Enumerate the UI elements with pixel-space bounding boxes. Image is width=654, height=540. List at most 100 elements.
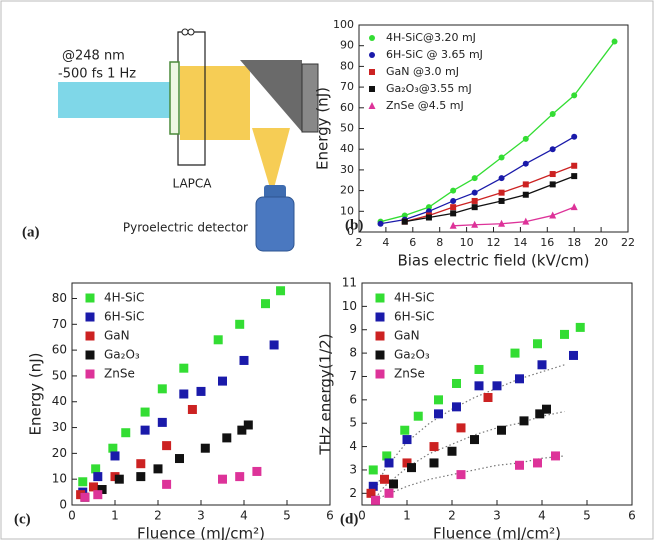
point (498, 197, 505, 204)
x-tick-label: 1 (111, 509, 119, 523)
y-tick-label: 5 (349, 416, 357, 430)
point (93, 472, 103, 482)
point (450, 204, 457, 211)
x-tick-label: 6 (409, 236, 416, 249)
y-tick-label: 80 (340, 59, 354, 72)
point (239, 355, 249, 365)
y-tick-label: 6 (349, 392, 357, 406)
y-axis-label: Energy (nJ) (27, 353, 45, 436)
x-tick-label: 5 (283, 509, 291, 523)
y-tick-label: 20 (340, 184, 354, 197)
y-tick-label: 60 (340, 101, 354, 114)
point (121, 428, 131, 438)
legend-label: Ga₂O₃ (394, 348, 430, 362)
panel-label: (d) (340, 511, 358, 527)
x-tick-label: 14 (513, 236, 527, 249)
point (492, 381, 502, 391)
x-tick-label: 12 (487, 236, 501, 249)
x-tick-label: 2 (356, 236, 363, 249)
x-tick-label: 10 (460, 236, 474, 249)
point (571, 162, 578, 169)
point (515, 374, 524, 384)
legend-symbol (85, 331, 95, 341)
point (571, 173, 578, 180)
point (549, 211, 557, 219)
point (389, 479, 398, 489)
x-tick-label: 4 (538, 509, 546, 523)
contact (187, 28, 195, 36)
y-tick-label: 0 (347, 225, 354, 238)
point (162, 479, 172, 489)
point (187, 404, 197, 414)
y-axis-label: Energy (nJ) (314, 87, 332, 170)
point (371, 495, 380, 505)
point (549, 146, 556, 153)
legend-label: 4H-SiC (394, 291, 434, 305)
legend-symbol (369, 52, 375, 58)
y-tick-label: 70 (340, 80, 354, 93)
point (110, 451, 120, 461)
x-tick-label: 6 (326, 509, 334, 523)
point (519, 416, 529, 426)
x-axis-label: Fluence (mJ/cm²) (137, 525, 265, 540)
point (549, 181, 556, 188)
legend-label: GaN (394, 329, 420, 343)
point (93, 490, 103, 500)
point (522, 191, 529, 198)
point (471, 189, 478, 196)
point (498, 175, 505, 182)
point (449, 221, 457, 229)
pulse-label: -500 fs 1 Hz (58, 67, 136, 82)
legend-symbol (85, 293, 95, 303)
point (136, 459, 146, 469)
point (153, 464, 163, 474)
y-tick-label: 0 (59, 498, 67, 512)
point (243, 420, 253, 430)
point (89, 482, 98, 492)
point (368, 481, 378, 491)
point (551, 451, 560, 461)
point (498, 154, 505, 161)
point (179, 389, 189, 399)
point (157, 384, 167, 394)
point (447, 446, 457, 456)
y-tick-label: 80 (52, 291, 67, 305)
point (515, 460, 524, 470)
x-axis-label: Fluence (mJ/cm²) (433, 525, 561, 540)
point (377, 220, 384, 227)
point (471, 175, 478, 182)
point (136, 472, 146, 482)
lapca-plate (169, 61, 180, 135)
point (213, 335, 223, 345)
point (434, 395, 443, 405)
contact (181, 28, 189, 36)
point (471, 197, 478, 204)
point (471, 204, 478, 211)
point (200, 443, 210, 453)
point (456, 423, 466, 433)
legend-label: 6H-SiC (104, 310, 144, 324)
point (611, 38, 618, 45)
point (498, 219, 506, 227)
y-tick-label: 30 (52, 420, 67, 434)
legend-label: GaN (104, 329, 130, 343)
y-tick-label: 2 (349, 486, 357, 500)
point (157, 417, 167, 427)
x-tick-label: 4 (382, 236, 389, 249)
fit-line (404, 165, 575, 223)
point (429, 458, 439, 468)
y-tick-label: 7 (349, 369, 357, 383)
y-axis-label: THz energy(1/2) (317, 333, 335, 455)
x-axis-label: Bias electric field (kV/cm) (397, 252, 589, 270)
point (569, 350, 578, 360)
point (429, 442, 439, 452)
point (470, 435, 479, 445)
point (533, 339, 542, 349)
legend-label: ZnSe (104, 367, 135, 381)
point (474, 381, 484, 391)
x-tick-label: 3 (197, 509, 205, 523)
point (114, 474, 124, 484)
y-tick-label: 40 (52, 394, 67, 408)
point (510, 348, 520, 358)
point (413, 411, 423, 421)
